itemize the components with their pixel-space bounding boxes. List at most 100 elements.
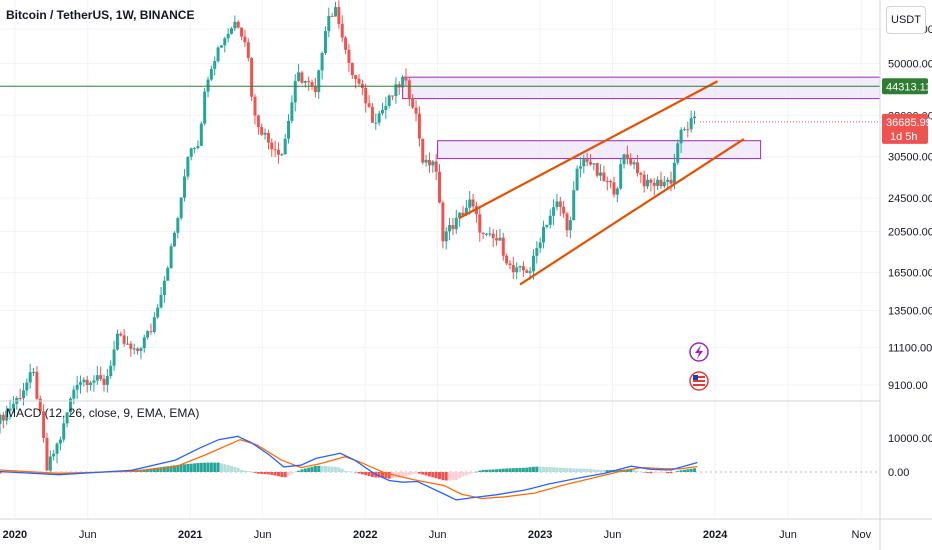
candle-body [548,215,552,225]
candle-body [330,15,334,17]
resistance-zone-2[interactable] [437,140,762,160]
candle-body [357,78,361,84]
macd-histogram-bar [156,467,160,472]
price-tick-label: 9100.00 [888,380,928,392]
candle-body [68,398,72,413]
candle-body [347,49,351,63]
channel-lower-line[interactable] [519,138,745,286]
candle-body [407,80,411,99]
macd-histogram-bar [531,466,535,472]
macd-histogram-bar [518,467,522,472]
macd-histogram-bar [213,462,217,472]
candle-body [511,265,515,273]
macd-histogram-bar [300,469,304,472]
macd-histogram-bar [246,471,250,472]
macd-histogram-bar [276,472,280,477]
macd-histogram-bar [505,468,509,472]
macd-histogram-bar [438,472,442,480]
price-tick-label: 16500.00 [888,268,932,280]
macd-histogram-bar [669,472,673,474]
macd-histogram-bar [297,470,301,472]
candle-body [471,199,475,207]
candle-body [65,412,69,424]
macd-histogram-bar [240,469,244,472]
candle-body [172,232,176,247]
candle-body [391,95,395,97]
macd-histogram-bar [421,472,425,475]
candle-body [136,348,140,351]
candle-body [438,171,442,203]
candle-body [89,382,93,386]
candle-body [28,372,32,383]
macd-histogram-bar [223,464,227,472]
candle-body [451,225,455,230]
candle-body [55,443,59,454]
macd-histogram-bar [464,472,468,476]
candle-body [109,365,113,377]
macd-histogram-bar [605,470,609,472]
candle-body [162,280,166,295]
time-tick-label: Jun [79,529,97,541]
macd-histogram-bar [5,472,9,474]
candle-body [132,348,136,350]
candle-body [250,57,254,97]
macd-histogram-bar [377,472,381,478]
lightning-icon[interactable] [689,342,709,362]
candle-body [589,161,593,165]
macd-histogram-bar [652,472,656,474]
candle-body [444,231,448,242]
candle-body [481,232,485,234]
candle-body [189,148,193,157]
candle-body [176,218,180,233]
resistance-zone-1[interactable] [402,76,881,100]
channel-upper-line[interactable] [458,80,719,220]
time-tick-label: Nov [852,529,872,541]
candle-body [646,179,650,187]
macd-histogram-bar [152,467,156,472]
macd-histogram-bar [474,471,478,473]
candle-body [538,242,542,249]
macd-histogram-bar [629,468,633,472]
macd-histogram-bar [676,471,680,472]
level-price-tag [882,78,928,95]
time-tick-label: Jun [779,529,797,541]
macd-histogram-bar [250,471,254,473]
macd-histogram-bar [642,472,646,473]
macd-histogram-bar [209,462,213,472]
macd-histogram-bar [166,466,170,472]
macd-histogram-bar [58,472,62,474]
macd-histogram-bar [615,469,619,472]
candle-body [575,168,579,191]
candle-body [656,179,660,186]
macd-histogram-bar [542,466,546,472]
macd-histogram-bar [280,472,284,478]
candle-body [525,270,529,273]
candle-body [649,179,653,183]
macd-histogram-bar [303,468,307,472]
macd-histogram-bar [451,472,455,481]
macd-histogram-bar [8,472,12,474]
macd-histogram-bar [609,470,613,472]
candle-body [270,142,274,150]
macd-histogram-bar [243,470,247,472]
macd-histogram-bar [599,469,603,472]
macd-histogram-bar [230,465,234,472]
candle-body [558,201,562,207]
countdown-label: 1d 5h [890,131,918,143]
macd-histogram-bar [334,466,338,472]
candle-body [542,226,546,243]
macd-histogram-bar [666,472,670,474]
macd-histogram-bar [689,468,693,472]
flag-icon[interactable] [689,371,709,391]
candle-body [682,129,686,131]
macd-histogram-bar [491,469,495,472]
time-axis[interactable]: 2020 Jun 2021 Jun 2022 Jun 2023 Jun 2024 Jun Nov [3,529,872,541]
candle-body [672,162,676,184]
candle-body [122,335,126,344]
time-tick-label: 2020 [3,529,27,541]
macd-histogram-bar [498,468,502,472]
macd-histogram-bar [511,468,515,472]
macd-histogram-bar [434,472,438,479]
currency-button[interactable]: USDT [886,6,926,34]
